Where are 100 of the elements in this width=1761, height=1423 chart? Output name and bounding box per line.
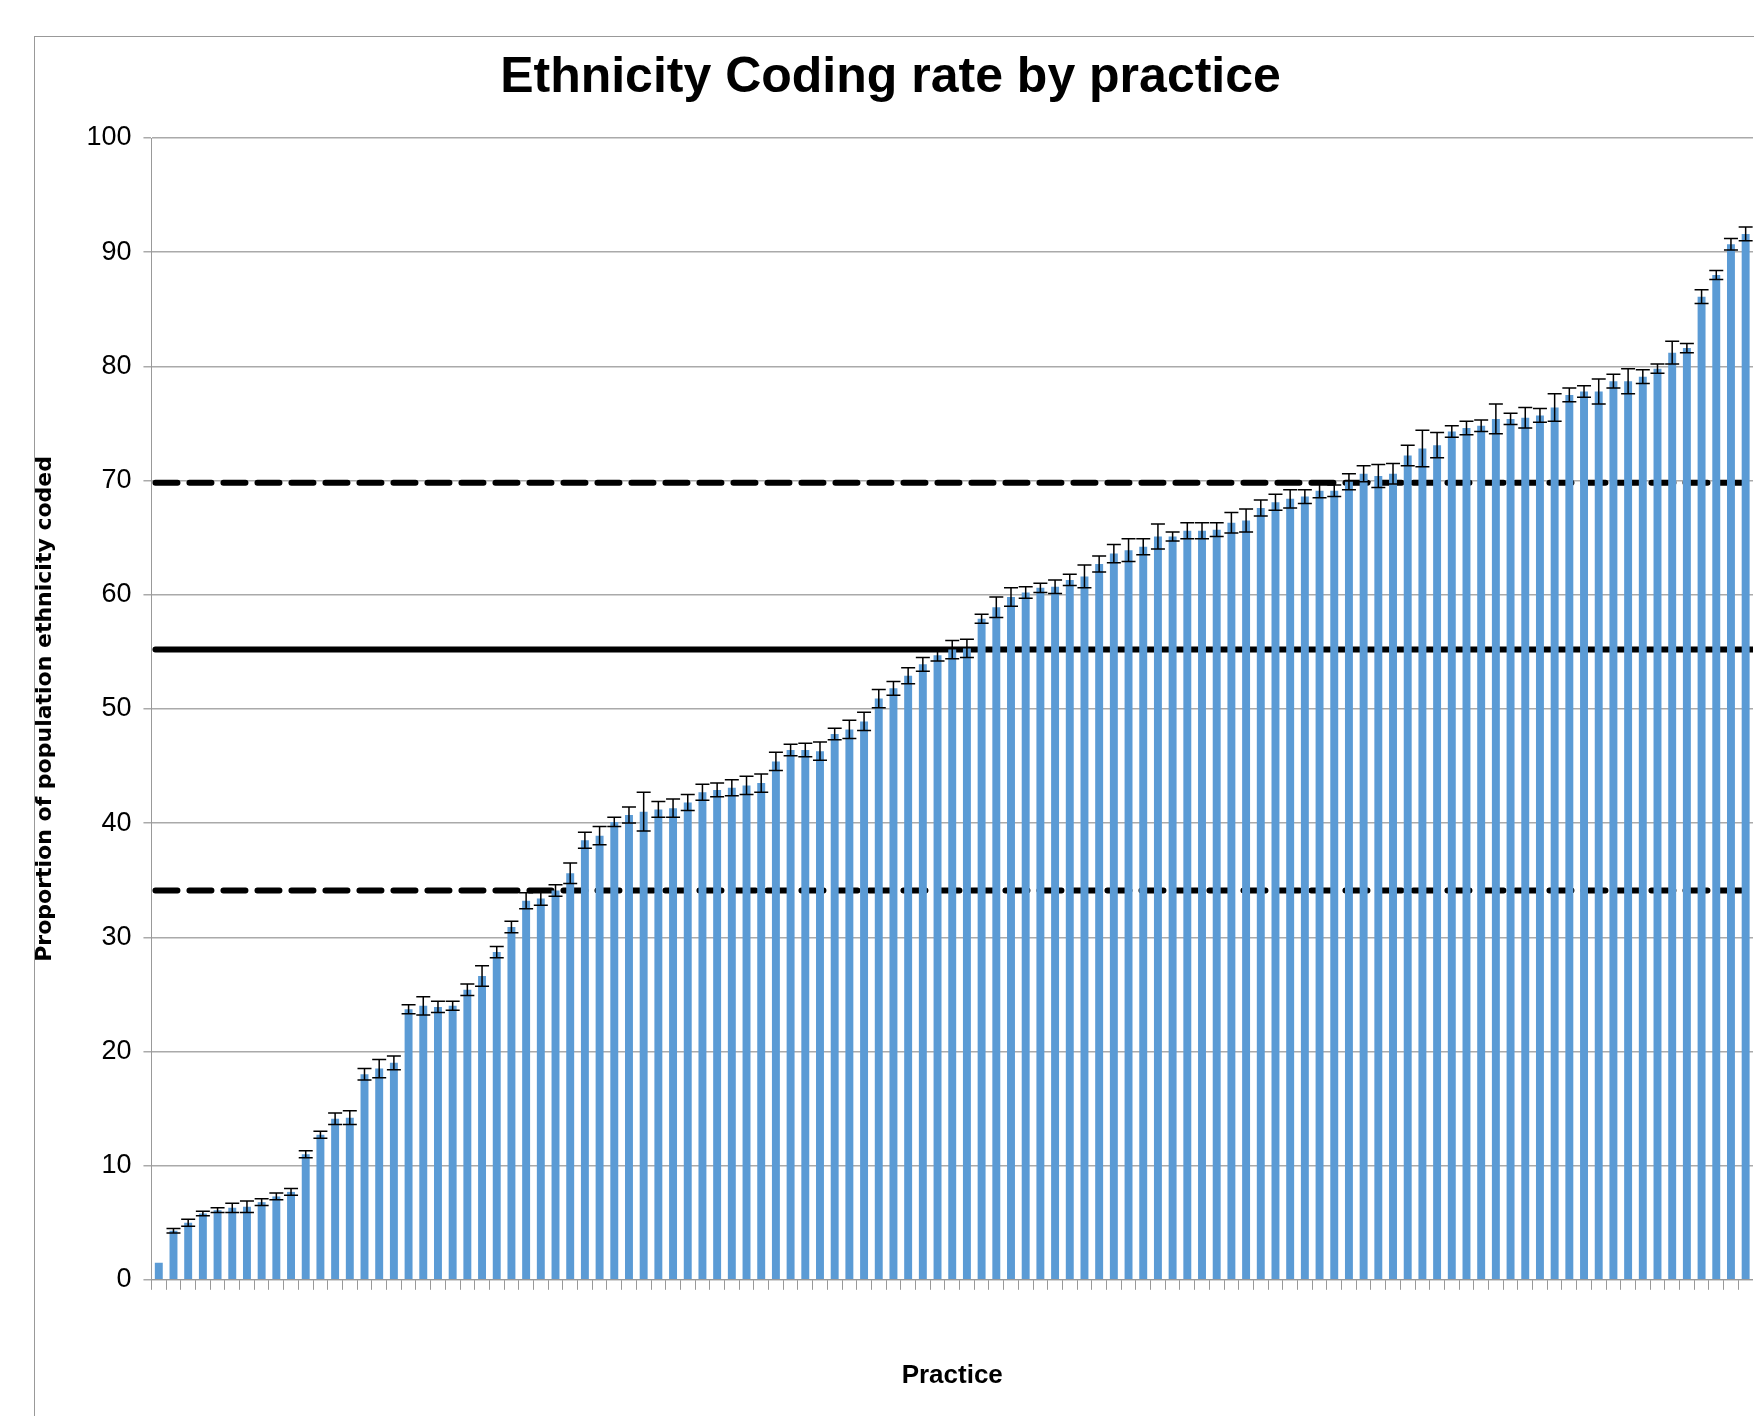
bar — [1153, 536, 1162, 1280]
bar — [1668, 352, 1677, 1280]
bar — [1550, 407, 1559, 1280]
bar — [1051, 586, 1060, 1280]
bar — [1726, 244, 1735, 1280]
y-tick-label: 0 — [116, 1263, 132, 1294]
bar — [962, 648, 971, 1280]
bar — [1403, 455, 1412, 1280]
bar — [669, 808, 678, 1280]
bar — [1389, 473, 1397, 1280]
bar — [1080, 576, 1089, 1280]
y-tick-label: 90 — [101, 235, 132, 266]
bar — [1638, 376, 1647, 1280]
bar — [301, 1154, 310, 1280]
bar — [904, 675, 913, 1280]
bar — [698, 792, 707, 1280]
y-tick-label: 30 — [101, 920, 132, 951]
bar — [1491, 418, 1500, 1280]
bar — [522, 900, 531, 1280]
bar — [918, 664, 927, 1280]
bar — [1242, 520, 1251, 1280]
y-tick-label: 80 — [101, 349, 132, 380]
bar — [1418, 448, 1427, 1280]
bar — [801, 750, 810, 1280]
bar — [257, 1202, 266, 1280]
bar — [272, 1196, 281, 1280]
bar — [654, 809, 663, 1280]
bar — [727, 787, 736, 1280]
bar — [874, 698, 883, 1280]
bar — [1344, 481, 1353, 1280]
bar — [1198, 530, 1206, 1280]
bar — [1227, 522, 1236, 1280]
bar — [1109, 553, 1118, 1280]
bar — [948, 649, 957, 1280]
bar — [1609, 381, 1618, 1280]
bar — [1183, 530, 1192, 1280]
bar — [1359, 473, 1368, 1280]
y-tick-label: 40 — [101, 806, 132, 837]
bar — [1535, 415, 1544, 1280]
bar — [860, 721, 869, 1280]
bar — [889, 688, 898, 1280]
bar — [507, 926, 516, 1280]
bar — [492, 952, 501, 1280]
y-tick-label: 20 — [101, 1034, 132, 1065]
y-axis-title: Proportion of population ethnicity coded — [30, 456, 56, 962]
bar — [566, 873, 575, 1280]
bar — [1565, 394, 1574, 1280]
bar — [1594, 391, 1603, 1280]
bar — [1433, 445, 1442, 1280]
bar — [1256, 507, 1265, 1280]
bar — [713, 789, 722, 1280]
y-tick-label: 100 — [86, 121, 132, 152]
bar — [1447, 431, 1456, 1280]
bar — [1007, 597, 1015, 1280]
bar — [1315, 490, 1324, 1280]
bar — [389, 1062, 398, 1280]
bar — [977, 618, 986, 1280]
bar — [610, 821, 619, 1280]
bar — [287, 1191, 295, 1280]
bar — [786, 750, 795, 1280]
x-axis-title: Practice — [901, 1358, 1003, 1389]
bar — [536, 898, 545, 1280]
bar — [625, 815, 633, 1280]
bar — [1521, 417, 1530, 1280]
bar — [830, 734, 839, 1280]
bar — [331, 1118, 340, 1280]
bar — [1580, 391, 1588, 1280]
bar — [1212, 529, 1221, 1280]
bar — [1021, 592, 1030, 1280]
y-tick-label: 50 — [101, 692, 132, 723]
bar — [1065, 579, 1074, 1280]
bar — [1300, 496, 1309, 1280]
bar — [683, 802, 692, 1280]
bar — [1330, 490, 1339, 1280]
bar — [992, 607, 1001, 1280]
bar — [184, 1222, 193, 1280]
bar — [1477, 425, 1486, 1280]
bar — [434, 1006, 442, 1280]
bar — [345, 1117, 354, 1280]
bar — [1095, 563, 1104, 1280]
y-tick-label: 60 — [101, 578, 132, 609]
bar — [478, 976, 487, 1280]
bar — [1036, 587, 1045, 1280]
bar — [1139, 546, 1148, 1280]
bar — [404, 1009, 413, 1280]
bar — [1624, 381, 1633, 1280]
bar — [213, 1210, 222, 1280]
bar — [1168, 536, 1177, 1280]
bar — [1697, 296, 1706, 1280]
bar — [1741, 233, 1750, 1280]
bar — [154, 1262, 163, 1280]
bar — [375, 1068, 384, 1280]
chart-title: Ethnicity Coding rate by practice — [500, 46, 1281, 103]
bar — [816, 751, 824, 1280]
bar — [580, 840, 589, 1280]
bar — [1286, 498, 1295, 1280]
bar — [242, 1206, 251, 1280]
bar — [198, 1213, 207, 1280]
bar — [595, 835, 604, 1280]
bar — [448, 1005, 457, 1280]
